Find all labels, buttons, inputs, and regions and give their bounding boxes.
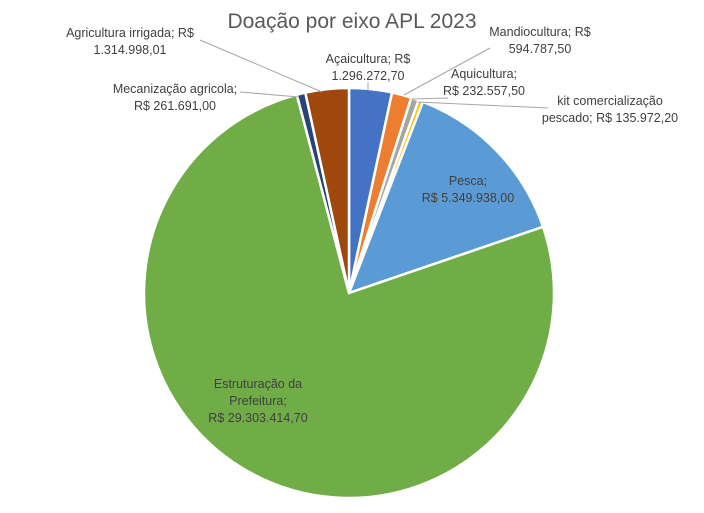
- data-label-line: R$ 232.557,50: [443, 84, 525, 98]
- data-label-line: 1.314.998,01: [94, 43, 167, 57]
- leader-line: [411, 97, 449, 100]
- data-label-line: R$ 5.349.938,00: [422, 191, 514, 205]
- data-label-line: Prefeitura;: [229, 394, 287, 408]
- data-label-kit-comercializa-o-pescado: kit comercialização pescado; R$ 135.972,2…: [542, 94, 678, 125]
- data-label-mecaniza-o-agricola: Mecanização agricola; R$ 261.691,00: [113, 82, 237, 113]
- pie-slice-estrutura-o-da-prefeitura: [142, 93, 556, 500]
- data-label-line: Agricultura irrigada; R$: [66, 26, 194, 40]
- data-label-line: Estruturação da: [214, 377, 302, 391]
- data-label-line: kit comercialização: [557, 94, 663, 108]
- data-label-line: Aquicultura;: [451, 67, 517, 81]
- data-label-line: R$ 261.691,00: [134, 99, 216, 113]
- data-label-mandiocultura: Mandiocultura; R$ 594.787,50: [489, 25, 590, 56]
- chart-title: Doação por eixo APL 2023: [227, 10, 477, 33]
- pie-slice-pesca: [347, 100, 545, 295]
- data-label-estrutura-o-da-prefeitura: Estruturação da Prefeitura; R$ 29.303.414,…: [208, 377, 307, 425]
- data-label-line: Açaicultura; R$: [326, 52, 411, 66]
- data-label-line: 1.296.272,70: [332, 69, 405, 83]
- data-label-pesca: Pesca; R$ 5.349.938,00: [422, 174, 514, 205]
- leader-line: [417, 101, 549, 109]
- data-label-line: pescado; R$ 135.972,20: [542, 111, 678, 125]
- data-label-line: R$ 29.303.414,70: [208, 411, 307, 425]
- data-label-aquicultura: Aquicultura; R$ 232.557,50: [443, 67, 525, 98]
- data-label-agricultura-irrigada: Agricultura irrigada; R$ 1.314.998,01: [66, 26, 194, 57]
- data-label-a-aicultura: Açaicultura; R$ 1.296.272,70: [326, 52, 411, 83]
- data-label-line: Mecanização agricola;: [113, 82, 237, 96]
- leader-line: [199, 39, 323, 93]
- data-label-line: Mandiocultura; R$: [489, 25, 590, 39]
- leader-line: [403, 47, 491, 96]
- data-label-line: Pesca;: [449, 174, 487, 188]
- leader-line: [239, 91, 300, 98]
- pie-slice-agricultura-irrigada: [304, 86, 351, 295]
- data-label-line: 594.787,50: [509, 42, 572, 56]
